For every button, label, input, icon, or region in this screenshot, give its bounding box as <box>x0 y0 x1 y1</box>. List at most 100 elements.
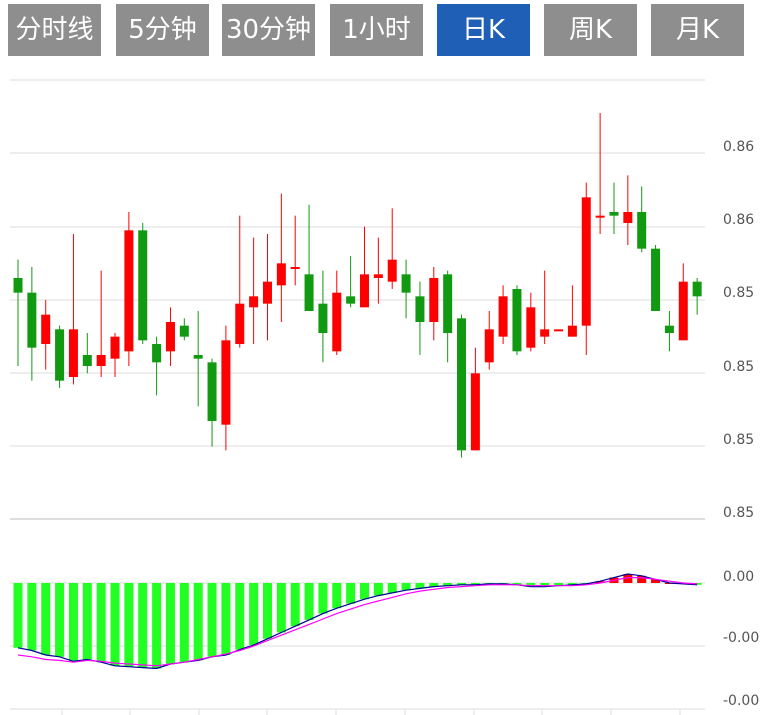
candle-body <box>373 274 383 278</box>
macd-histogram-bar <box>138 583 148 668</box>
candle-body <box>387 259 397 282</box>
tab-weekly-k[interactable]: 周K <box>544 4 637 56</box>
macd-histogram-bar <box>290 583 300 627</box>
macd-histogram-bar <box>304 583 314 620</box>
macd-histogram-bar <box>179 583 189 663</box>
macd-histogram-bar <box>470 583 480 585</box>
macd-axis-tick-label: -0.00 <box>723 693 759 709</box>
macd-histogram-bar <box>401 583 411 591</box>
candle-body <box>13 278 23 293</box>
candle-body <box>179 325 189 337</box>
macd-histogram-bar <box>415 583 425 589</box>
macd-histogram-bar <box>567 583 577 585</box>
macd-histogram-bar <box>332 583 342 609</box>
macd-axis-tick-label: 0.00 <box>723 569 754 585</box>
price-axis-tick-label: 0.86 <box>723 139 754 155</box>
candle-body <box>360 274 369 308</box>
macd-histogram-bar <box>457 583 467 585</box>
macd-histogram-bar <box>540 583 550 587</box>
macd-histogram-bar <box>318 583 328 614</box>
price-axis-tick-label: 0.85 <box>723 285 754 301</box>
macd-histogram-bar <box>443 583 453 586</box>
macd-histogram-bar <box>55 583 65 657</box>
candle-body <box>623 212 633 223</box>
candle-body <box>276 263 286 286</box>
macd-histogram-bar <box>41 583 51 655</box>
macd-histogram-bar <box>595 581 605 583</box>
candle-body <box>678 281 688 341</box>
macd-histogram-bar <box>651 579 661 583</box>
macd-histogram-bar <box>360 583 369 600</box>
candle-body <box>124 230 134 352</box>
candle-body <box>346 296 356 304</box>
candle-body <box>415 296 425 322</box>
macd-histogram-bar <box>124 583 134 667</box>
price-axis-tick-label: 0.85 <box>723 359 754 375</box>
macd-histogram-bar <box>512 583 522 585</box>
candle-body <box>193 355 203 359</box>
macd-histogram-bar <box>346 583 356 604</box>
candle-body <box>470 373 480 451</box>
macd-histogram-bar <box>429 583 439 587</box>
macd-histogram-bar <box>249 583 259 646</box>
candle-body <box>332 292 342 352</box>
tab-daily-k[interactable]: 日K <box>437 4 530 56</box>
candle-body <box>249 296 259 308</box>
candle-body <box>692 281 702 297</box>
macd-histogram-bar <box>96 583 106 663</box>
candle-body <box>484 329 494 363</box>
candle-body <box>401 274 411 293</box>
candle-body <box>554 329 564 332</box>
candle-body <box>207 362 217 421</box>
candle-body <box>221 340 231 425</box>
macd-histogram-bar <box>554 583 564 586</box>
tab-5-minute[interactable]: 5分钟 <box>116 4 209 56</box>
candle-body <box>41 314 51 344</box>
price-axis-tick-label: 0.86 <box>723 212 754 228</box>
dea-line <box>17 576 698 667</box>
macd-histogram-bar <box>152 583 162 669</box>
tab-minute-line[interactable]: 分时线 <box>8 4 101 56</box>
macd-histogram-bar <box>387 583 397 593</box>
tab-30-minute[interactable]: 30分钟 <box>222 4 315 56</box>
candle-body <box>152 344 162 363</box>
candle-body <box>651 248 661 311</box>
macd-histogram-bar <box>82 583 92 660</box>
macd-histogram-bar <box>13 583 23 648</box>
candle-body <box>429 278 439 322</box>
candle-body <box>68 329 78 377</box>
candle-body <box>595 215 605 218</box>
candle-body <box>512 289 522 352</box>
dif-line <box>17 573 698 670</box>
macd-histogram-bar <box>193 583 203 661</box>
candle-body <box>540 329 550 337</box>
candle-body <box>138 230 148 341</box>
candle-body <box>110 336 120 359</box>
macd-histogram-bar <box>235 583 245 650</box>
macd-histogram-bar <box>110 583 120 666</box>
macd-histogram-bar <box>526 583 536 587</box>
candle-body <box>581 197 591 326</box>
macd-histogram-bar <box>27 583 37 651</box>
candle-body <box>498 296 508 337</box>
candle-body <box>567 325 577 337</box>
candle-body <box>526 307 536 348</box>
candle-body <box>457 318 467 451</box>
candle-body <box>82 355 92 366</box>
macd-histogram-bar <box>68 583 78 662</box>
macd-histogram-bar <box>373 583 383 596</box>
tab-monthly-k[interactable]: 月K <box>651 4 744 56</box>
candle-body <box>165 322 175 352</box>
tab-1-hour[interactable]: 1小时 <box>330 4 423 56</box>
candle-body <box>304 274 314 311</box>
candle-body <box>290 267 300 269</box>
macd-histogram-bar <box>221 583 231 655</box>
candle-body <box>664 325 674 333</box>
candle-body <box>96 355 106 366</box>
macd-histogram-bar <box>262 583 272 639</box>
period-tabs: 分时线 5分钟 30分钟 1小时 日K 周K 月K <box>0 0 780 60</box>
macd-histogram-bar <box>165 583 175 664</box>
candle-body <box>318 303 328 333</box>
candle-body <box>235 303 245 344</box>
price-axis-tick-label: 0.85 <box>723 505 754 521</box>
